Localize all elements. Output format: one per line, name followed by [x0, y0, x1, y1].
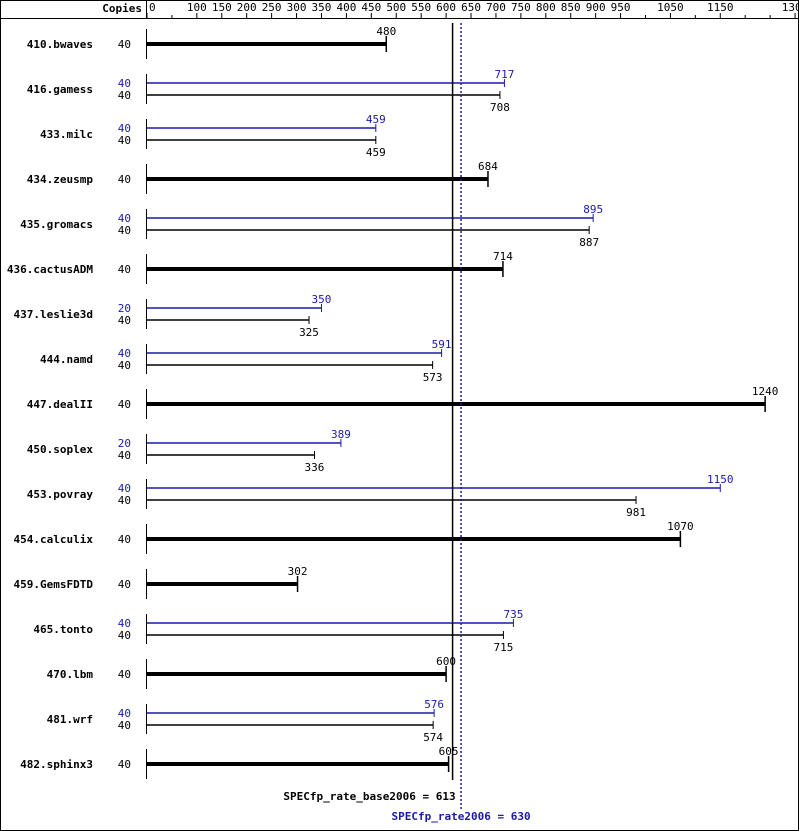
base-copies-value: 40: [118, 449, 131, 462]
base-value-label: 1070: [667, 520, 694, 533]
base-value-label: 714: [493, 250, 513, 263]
x-tick-label: 200: [237, 1, 257, 14]
benchmark-label: 433.milc: [40, 128, 93, 141]
copies-value: 40: [118, 173, 131, 186]
benchmark-label: 416.gamess: [27, 83, 93, 96]
base-value-label: 981: [626, 506, 646, 519]
peak-copies-value: 40: [118, 212, 131, 225]
x-tick-label: 500: [386, 1, 406, 14]
x-tick-label: 300: [287, 1, 307, 14]
peak-copies-value: 40: [118, 77, 131, 90]
peak-copies-value: 40: [118, 707, 131, 720]
x-tick-label: 900: [586, 1, 606, 14]
copies-value: 40: [118, 38, 131, 51]
peak-value-label: 717: [494, 68, 514, 81]
x-tick-label: 450: [361, 1, 381, 14]
benchmark-label: 436.cactusADM: [7, 263, 93, 276]
base-value-label: 605: [439, 745, 459, 758]
base-value-label: 325: [299, 326, 319, 339]
peak-copies-value: 40: [118, 347, 131, 360]
base-mean-label: SPECfp_rate_base2006 = 613: [283, 790, 455, 803]
benchmark-label: 470.lbm: [47, 668, 94, 681]
x-tick-label: 1300: [782, 1, 799, 14]
benchmark-label: 465.tonto: [33, 623, 93, 636]
base-copies-value: 40: [118, 719, 131, 732]
x-tick-label: 800: [536, 1, 556, 14]
base-value-label: 574: [423, 731, 443, 744]
base-value-label: 715: [493, 641, 513, 654]
base-copies-value: 40: [118, 314, 131, 327]
x-tick-label: 550: [411, 1, 431, 14]
copies-header: Copies: [102, 2, 142, 15]
copies-value: 40: [118, 263, 131, 276]
x-tick-label: 400: [336, 1, 356, 14]
peak-value-label: 1150: [707, 473, 734, 486]
peak-mean-label: SPECfp_rate2006 = 630: [392, 810, 531, 823]
peak-copies-value: 40: [118, 617, 131, 630]
peak-copies-value: 40: [118, 482, 131, 495]
benchmark-label: 410.bwaves: [27, 38, 93, 51]
base-value-label: 600: [436, 655, 456, 668]
peak-value-label: 350: [312, 293, 332, 306]
peak-copies-value: 40: [118, 122, 131, 135]
x-tick-label: 150: [212, 1, 232, 14]
benchmark-label: 453.povray: [27, 488, 94, 501]
peak-value-label: 576: [424, 698, 444, 711]
peak-value-label: 735: [503, 608, 523, 621]
peak-value-label: 591: [432, 338, 452, 351]
peak-value-label: 389: [331, 428, 351, 441]
x-tick-label: 1050: [657, 1, 684, 14]
benchmark-label: 450.soplex: [27, 443, 94, 456]
x-tick-label: 250: [262, 1, 282, 14]
copies-value: 40: [118, 398, 131, 411]
base-value-label: 573: [423, 371, 443, 384]
benchmark-label: 437.leslie3d: [14, 308, 93, 321]
benchmark-label: 482.sphinx3: [20, 758, 93, 771]
x-tick-label: 350: [312, 1, 332, 14]
peak-value-label: 895: [583, 203, 603, 216]
base-copies-value: 40: [118, 134, 131, 147]
benchmark-label: 459.GemsFDTD: [14, 578, 94, 591]
peak-copies-value: 20: [118, 302, 131, 315]
benchmark-label: 435.gromacs: [20, 218, 93, 231]
benchmark-label: 447.dealII: [27, 398, 93, 411]
x-tick-label: 850: [561, 1, 581, 14]
benchmark-label: 434.zeusmp: [27, 173, 94, 186]
base-copies-value: 40: [118, 359, 131, 372]
x-tick-label: 600: [436, 1, 456, 14]
copies-value: 40: [118, 578, 131, 591]
copies-value: 40: [118, 668, 131, 681]
base-value-label: 480: [376, 25, 396, 38]
base-copies-value: 40: [118, 494, 131, 507]
x-tick-label: 100: [187, 1, 207, 14]
x-tick-label: 0: [149, 1, 156, 14]
peak-value-label: 459: [366, 113, 386, 126]
base-value-label: 459: [366, 146, 386, 159]
peak-copies-value: 20: [118, 437, 131, 450]
x-tick-label: 700: [486, 1, 506, 14]
benchmark-label: 454.calculix: [14, 533, 94, 546]
base-value-label: 684: [478, 160, 498, 173]
benchmark-label: 444.namd: [40, 353, 93, 366]
base-value-label: 887: [579, 236, 599, 249]
base-copies-value: 40: [118, 224, 131, 237]
x-tick-label: 750: [511, 1, 531, 14]
base-value-label: 302: [288, 565, 308, 578]
x-tick-label: 950: [611, 1, 631, 14]
benchmark-label: 481.wrf: [47, 713, 93, 726]
base-value-label: 336: [305, 461, 325, 474]
x-tick-label: 650: [461, 1, 481, 14]
base-value-label: 1240: [752, 385, 779, 398]
base-copies-value: 40: [118, 629, 131, 642]
copies-value: 40: [118, 758, 131, 771]
copies-value: 40: [118, 533, 131, 546]
base-value-label: 708: [490, 101, 510, 114]
base-copies-value: 40: [118, 89, 131, 102]
x-tick-label: 1150: [707, 1, 734, 14]
